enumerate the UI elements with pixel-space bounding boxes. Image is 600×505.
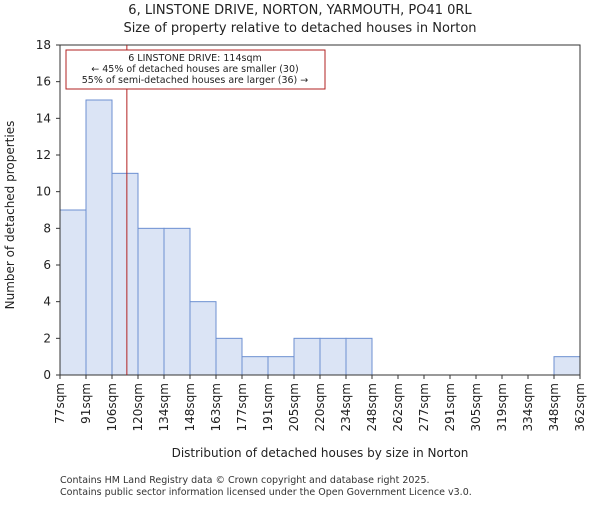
x-tick-label: 148sqm (183, 383, 197, 431)
x-tick-label: 348sqm (547, 383, 561, 431)
bars-group (59, 99, 581, 376)
x-tick-label: 291sqm (443, 383, 457, 431)
bar-106sqm (111, 172, 139, 376)
annotation-title: 6 LINSTONE DRIVE: 114sqm (128, 53, 262, 64)
x-tick-label: 248sqm (365, 383, 379, 431)
y-tick-label: 4 (43, 295, 51, 309)
x-tick-label: 120sqm (131, 383, 145, 431)
bar-120sqm (137, 227, 165, 376)
x-tick-label: 134sqm (157, 383, 171, 431)
bar-163sqm (215, 337, 243, 376)
y-tick-label: 6 (43, 258, 51, 272)
bar-77sqm (59, 209, 87, 376)
y-tick-label: 12 (36, 148, 51, 162)
y-tick-label: 10 (36, 185, 51, 199)
x-axis-ticks: 77sqm 91sqm 106sqm 120sqm 134sqm 148sqm 163sqm… (53, 375, 587, 431)
x-tick-label: 334sqm (521, 383, 535, 431)
bar-234sqm (345, 337, 373, 376)
y-tick-label: 18 (36, 38, 51, 52)
plot-frame (59, 44, 581, 376)
chart-subtitle: Size of property relative to detached ho… (123, 21, 476, 36)
x-tick-label: 362sqm (573, 383, 587, 431)
x-tick-label: 106sqm (105, 383, 119, 431)
y-axis-ticks: 0 2 4 6 8 10 12 14 16 18 (36, 38, 60, 382)
x-tick-label: 262sqm (391, 383, 405, 431)
x-tick-label: 305sqm (469, 383, 483, 431)
x-tick-label: 191sqm (261, 383, 275, 431)
x-tick-label: 234sqm (339, 383, 353, 431)
annotation-larger: 55% of semi-detached houses are larger (… (82, 75, 309, 86)
footer-line-1: Contains HM Land Registry data © Crown c… (60, 475, 430, 486)
x-tick-label: 319sqm (495, 383, 509, 431)
y-tick-label: 0 (43, 368, 51, 382)
x-tick-label: 163sqm (209, 383, 223, 431)
bar-91sqm (85, 99, 113, 376)
x-tick-label: 177sqm (235, 383, 249, 431)
x-tick-label: 77sqm (53, 383, 67, 424)
x-tick-label: 91sqm (79, 383, 93, 424)
bar-205sqm (293, 337, 321, 376)
annotation-smaller: ← 45% of detached houses are smaller (30… (91, 64, 298, 75)
y-tick-label: 16 (36, 75, 51, 89)
bar-134sqm (163, 227, 191, 376)
y-axis-label: Number of detached properties (3, 121, 17, 310)
y-tick-label: 2 (43, 331, 51, 345)
chart-title: 6, LINSTONE DRIVE, NORTON, YARMOUTH, PO4… (128, 3, 472, 18)
bar-220sqm (319, 337, 347, 376)
x-tick-label: 220sqm (313, 383, 327, 431)
bar-348sqm (553, 356, 581, 376)
footer-line-2: Contains public sector information licen… (60, 487, 472, 498)
bar-148sqm (189, 301, 217, 376)
bar-191sqm (267, 356, 295, 376)
x-axis-label: Distribution of detached houses by size … (172, 446, 469, 460)
y-tick-label: 14 (36, 111, 51, 125)
annotation-box (65, 49, 326, 90)
bar-177sqm (241, 356, 269, 376)
x-tick-label: 205sqm (287, 383, 301, 431)
x-tick-label: 277sqm (417, 383, 431, 431)
y-tick-label: 8 (43, 221, 51, 235)
